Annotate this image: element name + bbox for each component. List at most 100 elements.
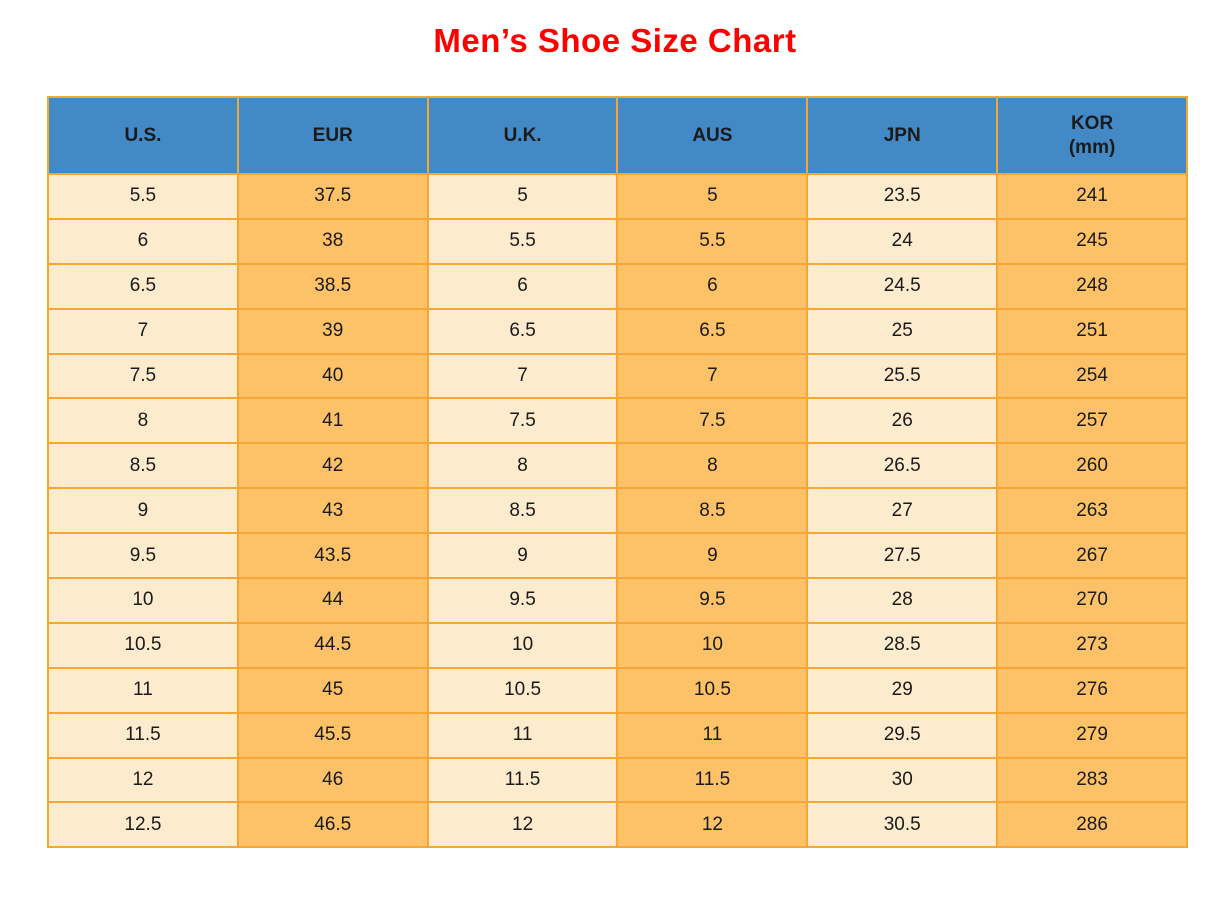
table-cell: 45.5 <box>236 711 429 759</box>
table-cell: 11 <box>616 711 809 759</box>
table-cell: 7.5 <box>47 352 239 400</box>
table-cell: 12 <box>426 801 619 849</box>
table-cell: 9 <box>47 487 239 535</box>
table-cell: 7 <box>47 307 239 355</box>
table-cell: 9 <box>616 532 809 580</box>
table-cell: 10 <box>616 621 809 669</box>
column-header-us: U.S. <box>47 96 239 175</box>
table-cell: 8.5 <box>47 442 239 490</box>
table-cell: 12 <box>47 756 239 804</box>
table-cell: 10 <box>426 621 619 669</box>
table-cell: 37.5 <box>236 173 429 220</box>
table-cell: 12 <box>616 801 809 849</box>
table-row: 8 41 7.5 7.5 26 257 <box>47 397 1188 445</box>
table-cell: 7.5 <box>616 397 809 445</box>
table-cell: 38 <box>236 217 429 265</box>
table-cell: 27 <box>806 487 999 535</box>
table-cell: 267 <box>996 532 1188 580</box>
column-header-eur: EUR <box>236 96 429 175</box>
table-row: 8.5 42 8 8 26.5 260 <box>47 442 1188 490</box>
table-row: 6 38 5.5 5.5 24 245 <box>47 217 1188 265</box>
table-cell: 7 <box>616 352 809 400</box>
table-cell: 44 <box>236 577 429 624</box>
column-header-label: JPN <box>883 124 921 146</box>
table-cell: 248 <box>996 262 1188 310</box>
table-cell: 11.5 <box>616 756 809 804</box>
table-cell: 276 <box>996 666 1188 714</box>
table-row: 12.5 46.5 12 12 30.5 286 <box>47 801 1188 849</box>
column-header-uk: U.K. <box>426 96 619 175</box>
column-header-aus: AUS <box>616 96 809 175</box>
table-cell: 27.5 <box>806 532 999 580</box>
shoe-size-table: U.S. EUR U.K. AUS JPN KOR (mm) 5.5 37.5 5 5 23.5 24… <box>47 96 1188 849</box>
table-cell: 28.5 <box>806 621 999 669</box>
table-cell: 6 <box>426 262 619 310</box>
table-row: 9.5 43.5 9 9 27.5 267 <box>47 532 1188 580</box>
page-title: Men’s Shoe Size Chart <box>433 22 797 59</box>
table-row: 11 45 10.5 10.5 29 276 <box>47 666 1188 714</box>
table-row: 6.5 38.5 6 6 24.5 248 <box>47 262 1188 310</box>
table-cell: 10.5 <box>47 621 239 669</box>
table-cell: 5.5 <box>47 173 239 220</box>
table-cell: 40 <box>236 352 429 400</box>
table-cell: 6.5 <box>616 307 809 355</box>
table-cell: 6 <box>616 262 809 310</box>
table-cell: 8.5 <box>426 487 619 535</box>
table-cell: 8.5 <box>616 487 809 535</box>
table-body: 5.5 37.5 5 5 23.5 241 6 38 5.5 5.5 24 245 6.5 38.5 6 6 2… <box>47 173 1188 849</box>
table-row: 7.5 40 7 7 25.5 254 <box>47 352 1188 400</box>
table-cell: 11 <box>426 711 619 759</box>
table-cell: 5 <box>616 173 809 220</box>
table-cell: 24 <box>806 217 999 265</box>
table-cell: 10.5 <box>616 666 809 714</box>
table-cell: 251 <box>996 307 1188 355</box>
column-header-label: AUS <box>692 124 733 146</box>
table-cell: 24.5 <box>806 262 999 310</box>
table-cell: 260 <box>996 442 1188 490</box>
table-cell: 283 <box>996 756 1188 804</box>
table-row: 10 44 9.5 9.5 28 270 <box>47 577 1188 624</box>
table-cell: 11.5 <box>47 711 239 759</box>
table-cell: 241 <box>996 173 1188 220</box>
table-cell: 43 <box>236 487 429 535</box>
table-cell: 12.5 <box>47 801 239 849</box>
table-cell: 39 <box>236 307 429 355</box>
table-cell: 5.5 <box>616 217 809 265</box>
table-cell: 8 <box>426 442 619 490</box>
table-cell: 270 <box>996 577 1188 624</box>
table-cell: 29.5 <box>806 711 999 759</box>
table-cell: 10 <box>47 577 239 624</box>
column-header-label: U.S. <box>124 124 162 146</box>
table-cell: 273 <box>996 621 1188 669</box>
table-cell: 25 <box>806 307 999 355</box>
column-header-jpn: JPN <box>806 96 999 175</box>
table-row: 9 43 8.5 8.5 27 263 <box>47 487 1188 535</box>
table-row: 5.5 37.5 5 5 23.5 241 <box>47 173 1188 220</box>
table-cell: 42 <box>236 442 429 490</box>
table-cell: 9 <box>426 532 619 580</box>
table-cell: 23.5 <box>806 173 999 220</box>
table-cell: 11 <box>47 666 239 714</box>
table-cell: 9.5 <box>616 577 809 624</box>
table-cell: 6 <box>47 217 239 265</box>
table-cell: 286 <box>996 801 1188 849</box>
table-cell: 46.5 <box>236 801 429 849</box>
table-cell: 6.5 <box>426 307 619 355</box>
column-header-label: U.K. <box>503 124 542 146</box>
table-cell: 254 <box>996 352 1188 400</box>
table-row: 12 46 11.5 11.5 30 283 <box>47 756 1188 804</box>
table-cell: 38.5 <box>236 262 429 310</box>
table-cell: 6.5 <box>47 262 239 310</box>
table-cell: 26.5 <box>806 442 999 490</box>
table-cell: 263 <box>996 487 1188 535</box>
table-cell: 43.5 <box>236 532 429 580</box>
table-cell: 28 <box>806 577 999 624</box>
table-cell: 41 <box>236 397 429 445</box>
table-row: 10.5 44.5 10 10 28.5 273 <box>47 621 1188 669</box>
table-cell: 30 <box>806 756 999 804</box>
table-cell: 279 <box>996 711 1188 759</box>
table-cell: 45 <box>236 666 429 714</box>
table-cell: 245 <box>996 217 1188 265</box>
table-cell: 7.5 <box>426 397 619 445</box>
